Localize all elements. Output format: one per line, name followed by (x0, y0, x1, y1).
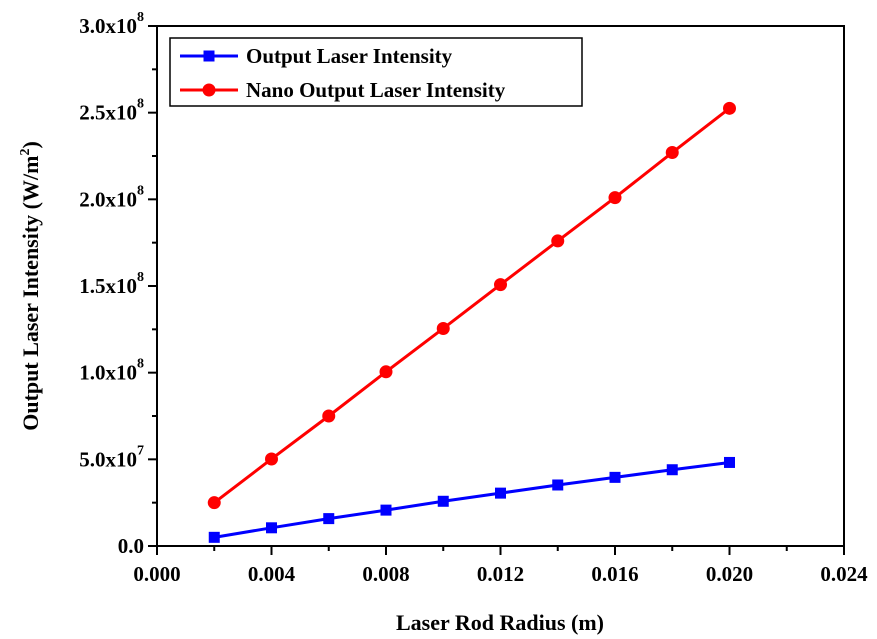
x-tick-label: 0.000 (133, 562, 180, 586)
y-axis-title-main: Output Laser Intensity (W/m (18, 156, 43, 431)
y-axis: 0.05.0x1071.0x1081.5x1082.0x1082.5x1083.… (79, 10, 157, 558)
y-tick-mantissa: 5.0x10 (79, 447, 137, 471)
legend: Output Laser Intensity Nano Output Laser … (169, 37, 583, 107)
y-tick-exponent: 8 (137, 97, 144, 112)
data-point-circle (379, 365, 393, 379)
data-point-circle (551, 234, 565, 248)
data-point-circle (494, 278, 507, 292)
data-point-circle (608, 191, 622, 205)
legend-box (169, 37, 583, 107)
data-point-square (437, 495, 449, 507)
x-tick-label: 0.024 (820, 562, 868, 586)
legend-label: Nano Output Laser Intensity (246, 78, 506, 102)
y-tick-label: 5.0x107 (79, 443, 144, 471)
data-point-circle (665, 146, 679, 160)
x-tick-label: 0.016 (591, 562, 638, 586)
data-point-square (666, 464, 678, 476)
x-axis: 0.000 0.004 0.008 0.012 0.016 0.020 0.024 (133, 546, 868, 586)
data-point-square (495, 487, 506, 499)
series-2 (207, 101, 736, 510)
y-tick-mantissa: 2.5x10 (79, 101, 137, 125)
legend-item: Output Laser Intensity (180, 44, 453, 68)
data-point-circle (723, 101, 736, 115)
data-point-circle (265, 452, 278, 466)
series-line (213, 107, 731, 504)
data-point-square (724, 456, 735, 468)
x-axis-title: Laser Rod Radius (m) (396, 610, 604, 635)
legend-label: Output Laser Intensity (246, 44, 453, 68)
y-tick-mantissa: 3.0x10 (79, 14, 137, 38)
y-tick-label: 1.5x108 (79, 270, 144, 298)
y-tick-exponent: 8 (137, 357, 144, 372)
x-tick-label: 0.020 (706, 562, 753, 586)
data-point-square (380, 504, 392, 516)
x-tick-label: 0.004 (248, 562, 296, 586)
x-tick-label: 0.008 (362, 562, 409, 586)
y-tick-mantissa: 2.0x10 (79, 187, 137, 211)
y-tick-mantissa: 1.0x10 (79, 361, 137, 385)
y-axis-title-superscript: 2 (18, 149, 33, 156)
y-tick-exponent: 8 (137, 183, 144, 198)
y-tick-label: 2.5x108 (79, 97, 144, 125)
legend-item: Nano Output Laser Intensity (180, 78, 506, 102)
legend-marker (202, 83, 216, 97)
y-tick-mantissa: 1.5x10 (79, 274, 137, 298)
y-tick-exponent: 7 (137, 443, 144, 458)
y-tick-label: 2.0x108 (79, 183, 144, 211)
y-tick-exponent: 8 (137, 10, 144, 25)
data-point-circle (436, 321, 450, 335)
data-point-circle (322, 409, 336, 423)
y-axis-title-close: ) (18, 141, 43, 148)
legend-marker (203, 50, 215, 62)
data-point-circle (207, 496, 221, 510)
x-tick-label: 0.012 (477, 562, 524, 586)
data-point-square (323, 513, 335, 525)
data-point-square (266, 522, 277, 534)
y-tick-label: 3.0x108 (79, 10, 144, 38)
series-line (214, 460, 730, 539)
y-tick-label: 0.0 (118, 534, 144, 558)
y-axis-title: Output Laser Intensity (W/m2) (18, 141, 43, 431)
data-point-square (208, 531, 220, 543)
data-point-square (609, 471, 621, 483)
series-layer (207, 101, 736, 543)
y-tick-exponent: 8 (137, 270, 144, 285)
y-tick-mantissa: 0.0 (118, 534, 144, 558)
y-tick-label: 1.0x108 (79, 357, 144, 385)
data-point-square (552, 479, 564, 491)
series-1 (208, 456, 735, 543)
